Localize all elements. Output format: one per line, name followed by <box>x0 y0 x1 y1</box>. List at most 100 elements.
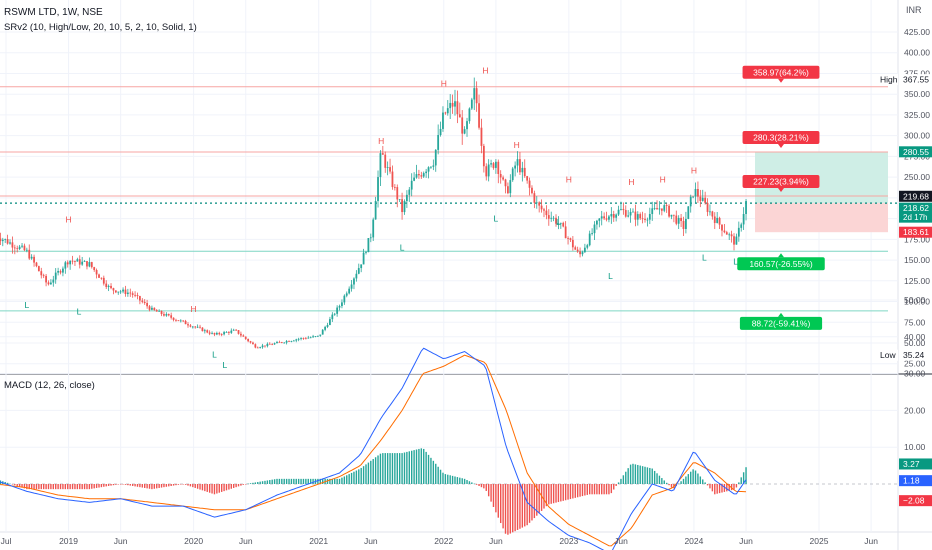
macd-histogram-bar <box>603 484 605 495</box>
indicator-legend[interactable]: SRv2 (10, High/Low, 20, 10, 5, 2, 10, So… <box>4 22 197 33</box>
macd-histogram-bar <box>738 482 740 484</box>
macd-histogram-bar <box>685 476 687 484</box>
macd-histogram-bar <box>367 462 370 484</box>
symbol-legend[interactable]: RSWM LTD, 1W, NSE <box>4 7 103 18</box>
macd-histogram-bar <box>83 484 86 490</box>
macd-histogram-bar <box>14 484 16 486</box>
candle-body <box>610 214 613 217</box>
candle-body <box>543 209 545 211</box>
macd-histogram-bar <box>192 484 194 488</box>
candle-body <box>574 247 577 250</box>
macd-histogram-bar <box>557 484 560 503</box>
macd-histogram-bar <box>288 478 290 484</box>
macd-histogram-bar <box>172 484 175 486</box>
candle-body <box>343 295 346 303</box>
price-tick-label: 150.00 <box>904 255 930 265</box>
candle-body <box>283 342 286 344</box>
candle-body <box>105 283 108 287</box>
macd-histogram-bar <box>663 480 665 484</box>
candle-body <box>163 314 165 316</box>
macd-histogram-bar <box>91 484 93 489</box>
swing-low-label: L <box>608 271 613 281</box>
price-tag: 280.55 <box>903 147 929 157</box>
candle-body <box>25 249 28 251</box>
macd-histogram-bar <box>382 453 384 484</box>
time-axis[interactable]: Jul 2019 Jun 2020 Jun 2021 Jun 2022 Jun 2023 Jun 20… <box>1 536 879 546</box>
label-pointer <box>778 144 784 149</box>
label-pointer <box>778 78 784 83</box>
candle-body <box>730 234 733 237</box>
candle-body <box>540 205 543 210</box>
macd-histogram-bar <box>201 484 204 491</box>
macd-histogram-bar <box>439 469 442 484</box>
candle-body <box>42 275 45 277</box>
macd-histogram-bar <box>398 453 401 484</box>
macd-histogram-bar <box>355 470 358 484</box>
candle-body <box>259 347 262 348</box>
macd-histogram-bar <box>384 453 386 484</box>
macd-histogram-bar <box>730 484 733 491</box>
candle-body <box>62 268 64 273</box>
candle-body <box>247 338 250 342</box>
candle-body <box>425 171 428 174</box>
macd-pane[interactable] <box>0 376 898 532</box>
candle-body <box>656 208 658 210</box>
macd-histogram-bar <box>168 484 170 487</box>
candle-body <box>266 343 269 347</box>
macd-histogram-bar <box>564 484 567 501</box>
macd-histogram-bar <box>423 448 425 484</box>
macd-histogram-bar <box>512 484 514 533</box>
macd-histogram-bar <box>156 484 158 489</box>
candle-body <box>309 337 312 339</box>
price-axis[interactable]: 25.00 50.00 75.00 100.00 125.00 150.00 175.00 2… <box>904 27 930 369</box>
candle-body <box>165 314 168 316</box>
swing-low-label: L <box>212 350 217 360</box>
macd-histogram-bar <box>98 484 100 488</box>
candle-body <box>545 210 548 216</box>
macd-histogram-bar <box>42 484 45 490</box>
candle-body <box>665 205 668 206</box>
candle-body <box>709 211 711 213</box>
macd-histogram-bar <box>406 451 408 484</box>
candle-body <box>608 216 610 220</box>
candle-body <box>114 290 117 293</box>
candle-body <box>353 278 355 285</box>
macd-histogram-bar <box>526 484 528 526</box>
macd-histogram-bar <box>353 471 355 484</box>
candle-body <box>136 295 139 297</box>
macd-histogram-bar <box>257 482 259 484</box>
candle-body <box>653 208 656 209</box>
candle-body <box>218 332 221 335</box>
macd-histogram-bar <box>716 484 718 494</box>
candle-body <box>422 173 425 177</box>
macd-histogram-bar <box>533 484 536 519</box>
candle-body <box>499 174 502 178</box>
macd-histogram-bar <box>714 484 716 495</box>
macd-histogram-bar <box>266 480 269 484</box>
macd-legend[interactable]: MACD (12, 26, close) <box>4 380 95 391</box>
candle-body <box>687 206 690 219</box>
candle-body <box>564 226 567 239</box>
candle-body <box>648 214 651 220</box>
macd-histogram-bar <box>586 484 588 495</box>
swing-low-label: L <box>77 307 82 317</box>
macd-histogram-bar <box>733 484 735 490</box>
candle-body <box>401 199 403 213</box>
macd-histogram-bar <box>435 463 437 484</box>
candle-body <box>391 171 394 188</box>
price-tick-label: 300.00 <box>904 131 930 141</box>
macd-histogram-bar <box>127 484 129 486</box>
macd-histogram-bar <box>134 484 136 487</box>
candle-body <box>386 167 389 168</box>
macd-histogram-bar <box>723 484 726 492</box>
macd-histogram-bar <box>348 474 350 484</box>
macd-histogram-bar <box>579 484 581 497</box>
candle-body <box>276 341 278 344</box>
candle-body <box>146 302 149 307</box>
candle-body <box>600 216 603 219</box>
candle-body <box>538 202 541 206</box>
candle-body <box>629 211 632 216</box>
candle-body <box>1 239 4 242</box>
